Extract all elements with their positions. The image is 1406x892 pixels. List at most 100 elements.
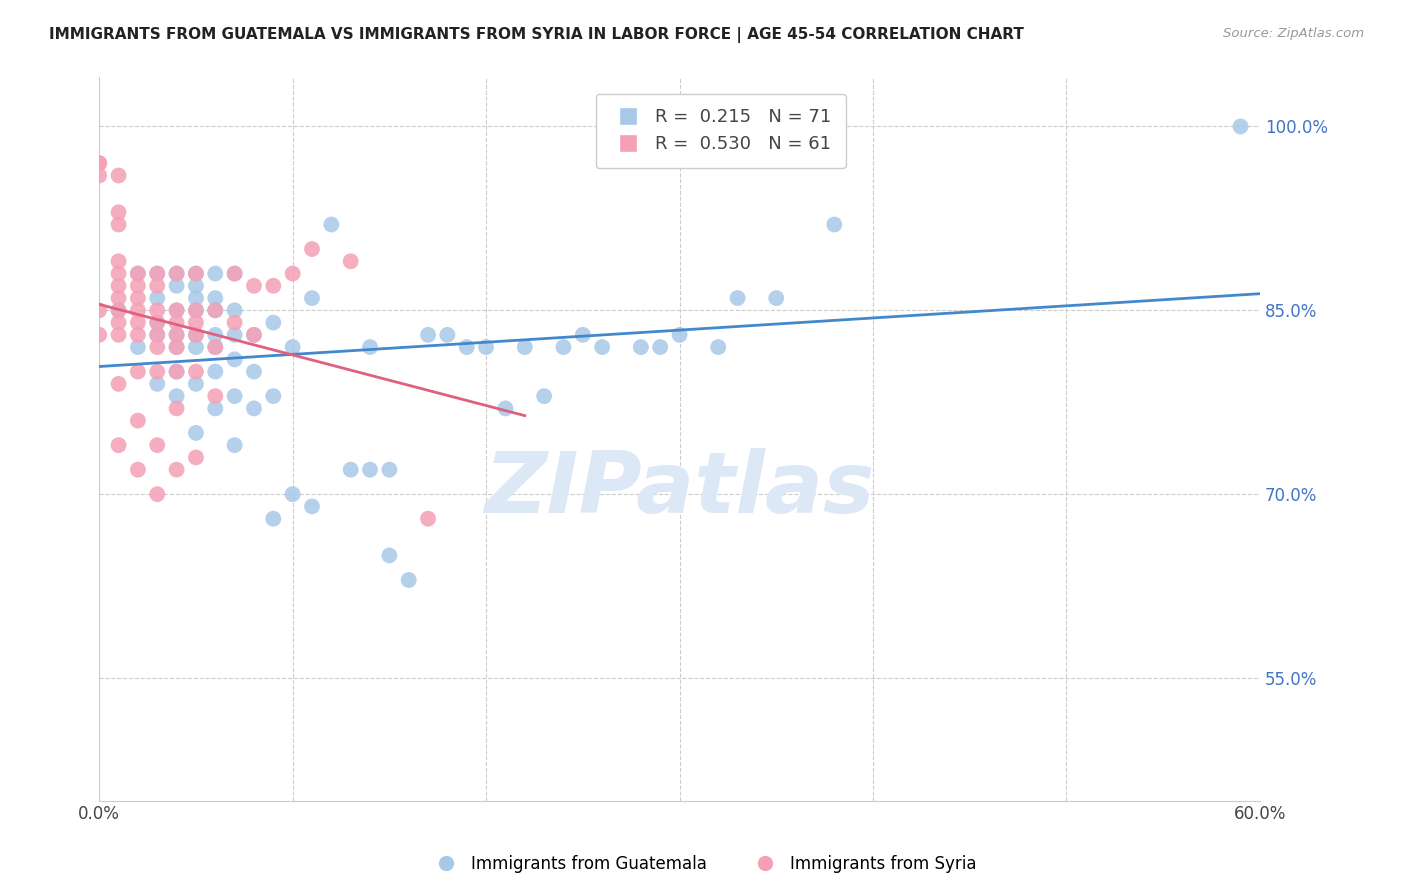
Point (127, 267, 149, 281)
Point (494, 401, 516, 416)
Point (281, 340, 304, 354)
Point (475, 340, 498, 354)
Point (224, 303, 246, 318)
Point (89, 156, 111, 170)
Point (89, 327, 111, 342)
Point (184, 376, 207, 391)
Point (89, 303, 111, 318)
Point (127, 278, 149, 293)
Point (127, 303, 149, 318)
Point (166, 278, 188, 293)
Point (107, 303, 129, 318)
Point (146, 438, 169, 452)
Point (204, 303, 226, 318)
Point (127, 327, 149, 342)
Point (224, 267, 246, 281)
Point (204, 303, 226, 318)
Point (823, 218, 845, 232)
Point (146, 365, 169, 379)
Point (204, 267, 226, 281)
Point (89, 169, 111, 183)
Point (146, 327, 169, 342)
Text: Source: ZipAtlas.com: Source: ZipAtlas.com (1223, 27, 1364, 40)
Point (166, 401, 188, 416)
Point (301, 291, 323, 305)
Point (107, 218, 129, 232)
Point (262, 389, 284, 403)
Point (107, 438, 129, 452)
Point (243, 327, 266, 342)
Point (146, 487, 169, 501)
Point (107, 376, 129, 391)
Point (301, 242, 323, 256)
Point (224, 267, 246, 281)
Legend: R =  0.215   N = 71, R =  0.530   N = 61: R = 0.215 N = 71, R = 0.530 N = 61 (596, 94, 846, 168)
Point (224, 327, 246, 342)
Point (146, 316, 169, 330)
Point (184, 303, 207, 318)
Point (89, 156, 111, 170)
Point (146, 316, 169, 330)
Point (146, 327, 169, 342)
Point (184, 278, 207, 293)
Point (533, 389, 555, 403)
Point (416, 327, 439, 342)
Point (572, 327, 595, 342)
Point (166, 365, 188, 379)
Point (127, 463, 149, 477)
Point (204, 327, 226, 342)
Point (204, 365, 226, 379)
Point (204, 389, 226, 403)
Point (184, 425, 207, 440)
Point (127, 291, 149, 305)
Text: IMMIGRANTS FROM GUATEMALA VS IMMIGRANTS FROM SYRIA IN LABOR FORCE | AGE 45-54 CO: IMMIGRANTS FROM GUATEMALA VS IMMIGRANTS … (49, 27, 1024, 43)
Point (416, 512, 439, 526)
Point (166, 303, 188, 318)
Point (243, 401, 266, 416)
Point (224, 389, 246, 403)
Point (166, 327, 188, 342)
Point (224, 438, 246, 452)
Point (184, 365, 207, 379)
Point (359, 463, 381, 477)
Point (107, 254, 129, 268)
Point (166, 267, 188, 281)
Point (204, 340, 226, 354)
Point (591, 340, 613, 354)
Point (146, 340, 169, 354)
Point (301, 500, 323, 514)
Text: ZIPatlas: ZIPatlas (485, 448, 875, 531)
Point (146, 376, 169, 391)
Point (146, 267, 169, 281)
Point (107, 267, 129, 281)
Point (166, 365, 188, 379)
Point (243, 327, 266, 342)
Point (339, 254, 361, 268)
Point (107, 291, 129, 305)
Point (146, 267, 169, 281)
Point (224, 352, 246, 367)
Point (107, 205, 129, 219)
Point (262, 512, 284, 526)
Point (204, 340, 226, 354)
Point (184, 303, 207, 318)
Point (378, 463, 401, 477)
Point (166, 327, 188, 342)
Point (127, 365, 149, 379)
Point (146, 278, 169, 293)
Point (553, 340, 575, 354)
Point (184, 267, 207, 281)
Point (127, 340, 149, 354)
Point (107, 169, 129, 183)
Point (127, 316, 149, 330)
Point (262, 278, 284, 293)
Point (107, 327, 129, 342)
Legend: Immigrants from Guatemala, Immigrants from Syria: Immigrants from Guatemala, Immigrants fr… (423, 848, 983, 880)
Point (166, 267, 188, 281)
Point (398, 573, 420, 587)
Point (204, 401, 226, 416)
Point (243, 365, 266, 379)
Point (456, 340, 478, 354)
Point (184, 291, 207, 305)
Point (166, 389, 188, 403)
